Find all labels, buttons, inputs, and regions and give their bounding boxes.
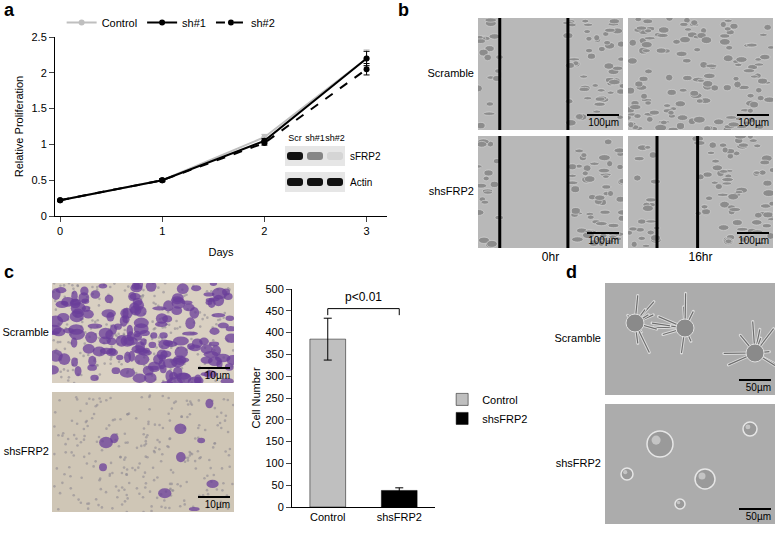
svg-text:300: 300 (265, 370, 283, 382)
svg-text:sh#1: sh#1 (182, 17, 206, 29)
svg-text:50µm: 50µm (746, 511, 771, 522)
svg-text:0: 0 (41, 210, 47, 222)
svg-text:100µm: 100µm (738, 235, 769, 246)
html-text:Scramble: Scramble (554, 332, 601, 344)
svg-text:1.5: 1.5 (32, 102, 47, 114)
svg-text:100µm: 100µm (588, 235, 619, 246)
svg-text:10µm: 10µm (205, 499, 230, 510)
svg-text:100µm: 100µm (738, 117, 769, 128)
svg-text:2.5: 2.5 (32, 31, 47, 43)
svg-text:Cell Number: Cell Number (250, 367, 262, 428)
svg-text:Control: Control (482, 394, 517, 406)
svg-text:2: 2 (261, 225, 267, 237)
svg-text:Relative Proliferation: Relative Proliferation (13, 76, 25, 178)
html-text:shsFRP2: shsFRP2 (3, 445, 49, 457)
svg-text:Actin: Actin (350, 177, 372, 188)
svg-text:50: 50 (272, 479, 284, 491)
svg-text:250: 250 (265, 392, 283, 404)
html-text:0hr: 0hr (541, 250, 560, 264)
html-text:Scramble: Scramble (427, 67, 474, 79)
svg-text:3: 3 (364, 225, 370, 237)
html-text:Scramble: Scramble (2, 326, 49, 338)
svg-text:0.5: 0.5 (32, 174, 47, 186)
svg-text:50µm: 50µm (746, 382, 771, 393)
svg-text:350: 350 (265, 348, 283, 360)
html-text:16hr: 16hr (688, 250, 713, 264)
svg-text:200: 200 (265, 414, 283, 426)
svg-text:100: 100 (265, 457, 283, 469)
svg-text:shsFRP2: shsFRP2 (377, 511, 422, 523)
svg-text:Scr: Scr (288, 133, 302, 143)
svg-text:100µm: 100µm (588, 117, 619, 128)
svg-text:0: 0 (57, 225, 63, 237)
svg-text:sh#2: sh#2 (251, 17, 275, 29)
svg-text:p<0.01: p<0.01 (345, 290, 382, 304)
svg-text:Days: Days (208, 246, 234, 258)
svg-text:10µm: 10µm (205, 370, 230, 381)
html-text:c: c (4, 262, 14, 282)
html-text:shsFRP2: shsFRP2 (555, 457, 601, 469)
svg-text:sh#2: sh#2 (325, 133, 345, 143)
html-text:a: a (4, 0, 14, 20)
svg-text:sh#1: sh#1 (305, 133, 325, 143)
html-text:shsFRP2: shsFRP2 (428, 185, 474, 197)
svg-text:sFRP2: sFRP2 (350, 151, 381, 162)
svg-text:Control: Control (102, 17, 137, 29)
svg-text:1: 1 (41, 138, 47, 150)
svg-text:2: 2 (41, 67, 47, 79)
svg-text:shsFRP2: shsFRP2 (482, 413, 527, 425)
svg-text:150: 150 (265, 435, 283, 447)
html-text:b: b (398, 0, 409, 20)
svg-text:Control: Control (310, 511, 345, 523)
svg-text:450: 450 (265, 305, 283, 317)
svg-text:400: 400 (265, 326, 283, 338)
svg-text:500: 500 (265, 283, 283, 295)
html-text:d: d (566, 262, 577, 282)
svg-text:1: 1 (159, 225, 165, 237)
svg-text:0: 0 (278, 501, 284, 513)
